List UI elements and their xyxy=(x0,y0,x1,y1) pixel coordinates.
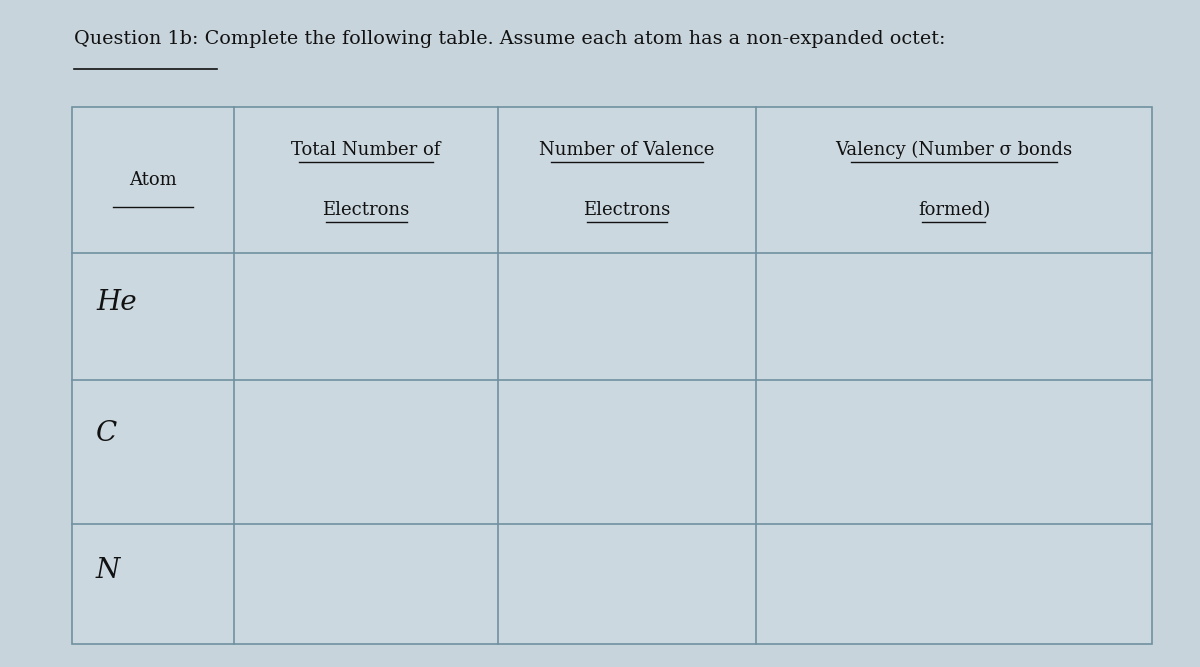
Text: He: He xyxy=(96,289,137,316)
Text: Total Number of: Total Number of xyxy=(292,141,440,159)
Bar xyxy=(72,107,1152,644)
Text: Electrons: Electrons xyxy=(323,201,409,219)
Text: Electrons: Electrons xyxy=(583,201,671,219)
Text: N: N xyxy=(96,557,120,584)
Text: Valency (Number σ bonds: Valency (Number σ bonds xyxy=(835,141,1073,159)
Text: formed): formed) xyxy=(918,201,990,219)
Text: Question 1b: Complete the following table. Assume each atom has a non-expanded o: Question 1b: Complete the following tabl… xyxy=(74,30,946,48)
Text: Number of Valence: Number of Valence xyxy=(539,141,715,159)
Text: C: C xyxy=(96,420,118,448)
Text: Atom: Atom xyxy=(130,171,176,189)
